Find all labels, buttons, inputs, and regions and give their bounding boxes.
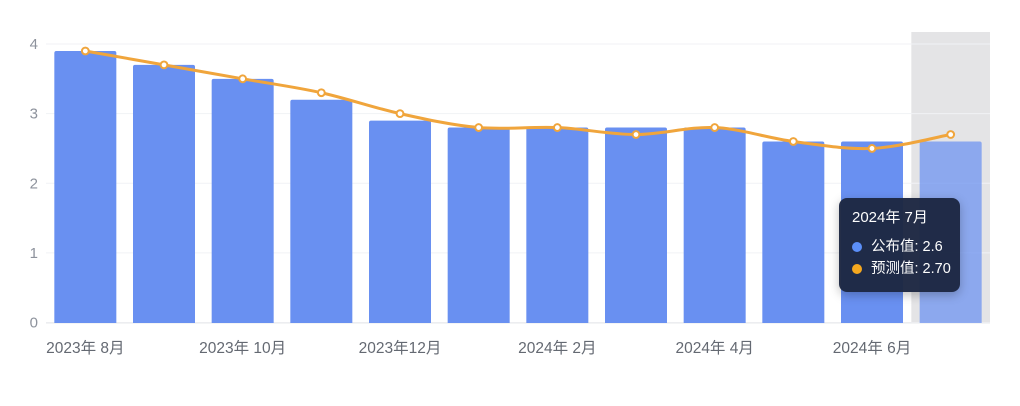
actual-value-bar[interactable] xyxy=(133,64,195,323)
actual-value-bar[interactable] xyxy=(211,78,274,323)
x-axis-tick-label: 2024年 6月 xyxy=(833,339,911,357)
actual-series-dot-icon xyxy=(852,242,862,252)
actual-value-bar[interactable] xyxy=(369,120,431,324)
x-axis-tick-label: 2024年 4月 xyxy=(675,339,753,357)
forecast-line-marker[interactable] xyxy=(946,130,956,139)
forecast-line-marker[interactable] xyxy=(474,123,484,132)
actual-value-bar[interactable] xyxy=(290,99,353,323)
actual-value-bar[interactable] xyxy=(683,127,746,323)
tooltip-actual-value: 公布值: 2.6 xyxy=(871,239,943,255)
x-axis-tick-label: 2023年 10月 xyxy=(199,339,286,357)
forecast-series-dot-icon xyxy=(852,264,862,274)
forecast-line xyxy=(83,49,953,151)
forecast-line-marker[interactable] xyxy=(80,46,90,56)
forecast-line-marker[interactable] xyxy=(159,60,169,70)
tooltip-forecast-row: 预测值: 2.70 xyxy=(852,258,951,280)
actual-value-bar[interactable] xyxy=(447,127,510,323)
forecast-line-marker[interactable] xyxy=(238,74,248,84)
y-axis-tick-label: 4 xyxy=(30,36,38,53)
forecast-line-marker[interactable] xyxy=(631,130,641,139)
y-axis-tick-label: 1 xyxy=(30,245,38,262)
actual-value-bar[interactable] xyxy=(526,127,589,323)
tooltip-forecast-value: 预测值: 2.70 xyxy=(871,261,951,277)
tooltip-actual-row: 公布值: 2.6 xyxy=(852,236,948,258)
y-axis-tick-label: 0 xyxy=(30,315,38,332)
forecast-line-marker[interactable] xyxy=(552,123,562,132)
x-axis-tick-label: 2024年 2月 xyxy=(518,339,596,357)
tooltip-date-title: 2024年 7月 xyxy=(852,209,928,226)
forecast-line-marker[interactable] xyxy=(867,144,877,153)
y-axis-tick-label: 2 xyxy=(30,175,38,192)
forecast-line-marker[interactable] xyxy=(395,109,405,119)
actual-value-bar[interactable] xyxy=(54,50,117,324)
actual-value-bar[interactable] xyxy=(605,127,667,323)
forecast-line-marker[interactable] xyxy=(788,137,798,146)
x-axis-tick-label: 2023年12月 xyxy=(359,339,442,357)
chart-tooltip: 2024年 7月 公布值: 2.6 预测值: 2.70 xyxy=(839,198,960,292)
y-axis-tick-label: 3 xyxy=(30,106,38,123)
actual-value-bar[interactable] xyxy=(762,141,825,323)
forecast-line-marker[interactable] xyxy=(710,123,720,132)
forecast-line-marker[interactable] xyxy=(316,88,326,98)
x-axis-tick-label: 2023年 8月 xyxy=(46,339,124,357)
